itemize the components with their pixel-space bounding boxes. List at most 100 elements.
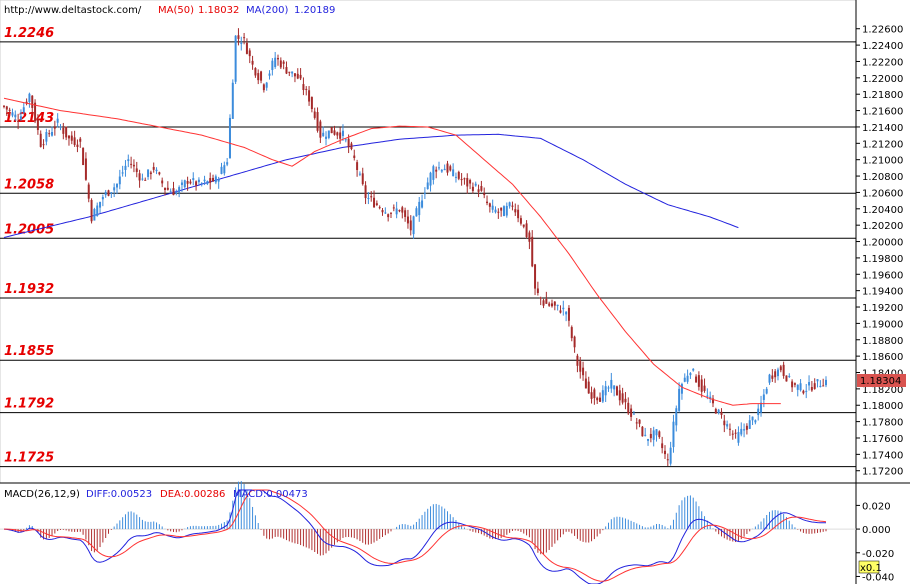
- candle-body: [115, 183, 118, 188]
- candle-body: [260, 71, 263, 81]
- candle-body: [228, 117, 231, 159]
- candle-body: [810, 387, 813, 391]
- candle-body: [14, 114, 17, 118]
- candle-body: [796, 384, 799, 390]
- macd-scale-badge: [858, 560, 880, 574]
- level-label: 1.2058: [4, 177, 54, 192]
- candle-body: [582, 367, 585, 376]
- ma200-line: [3, 133, 739, 238]
- candle-body: [460, 178, 463, 181]
- candle-body: [519, 218, 522, 224]
- candle-body: [282, 61, 285, 64]
- candle-body: [34, 102, 37, 122]
- candle-body: [678, 388, 681, 411]
- candle-body: [709, 396, 712, 399]
- candle-body: [45, 132, 48, 142]
- candle-body: [39, 133, 42, 147]
- candle-body: [254, 68, 257, 76]
- candle-body: [192, 178, 195, 181]
- candle-body: [816, 379, 819, 382]
- candle-body: [5, 106, 8, 110]
- candle-body: [542, 300, 545, 306]
- candle-body: [497, 211, 500, 213]
- candle-body: [124, 165, 127, 170]
- candle-body: [661, 443, 664, 449]
- source-url: http://www.deltastock.com/: [4, 5, 142, 16]
- candle-body: [361, 173, 364, 185]
- y-tick-label: 1.19800: [862, 254, 903, 265]
- candle-body: [404, 210, 407, 217]
- candlestick-series: [3, 28, 827, 467]
- candle-body: [118, 176, 121, 185]
- candle-body: [751, 416, 754, 421]
- candle-body: [141, 178, 144, 180]
- candle-body: [299, 74, 302, 79]
- candle-body: [666, 459, 669, 461]
- y-tick-label: 1.19600: [862, 270, 903, 281]
- candle-body: [110, 192, 113, 194]
- candle-body: [680, 383, 683, 394]
- candle-body: [237, 35, 240, 39]
- level-label: 1.2005: [4, 222, 54, 237]
- ma50-series: [3, 97, 781, 406]
- y-tick-label: 1.22400: [862, 41, 903, 52]
- candle-body: [675, 408, 678, 426]
- candle-body: [240, 42, 243, 44]
- candle-body: [446, 163, 449, 173]
- macd-title: MACD(26,12,9): [4, 489, 80, 500]
- candle-body: [175, 192, 178, 194]
- candle-body: [392, 207, 395, 209]
- y-tick-label: 1.21000: [862, 156, 903, 167]
- candle-body: [695, 376, 698, 383]
- candle-body: [683, 377, 686, 382]
- candle-body: [449, 166, 452, 171]
- candle-body: [325, 136, 328, 139]
- candle-body: [590, 392, 593, 399]
- candle-body: [265, 82, 268, 88]
- candle-body: [206, 181, 209, 185]
- candle-body: [584, 378, 587, 389]
- candle-body: [726, 424, 729, 427]
- candle-body: [559, 310, 562, 313]
- candle-body: [401, 207, 404, 213]
- y-tick-label: 1.17200: [862, 467, 903, 478]
- candle-body: [155, 169, 158, 172]
- candle-body: [635, 422, 638, 424]
- candle-body: [169, 191, 172, 193]
- candle-body: [632, 413, 635, 415]
- candle-body: [353, 155, 356, 158]
- candle-body: [53, 127, 56, 129]
- candle-body: [330, 127, 333, 134]
- candle-body: [138, 173, 141, 181]
- candle-body: [51, 131, 54, 136]
- candle-body: [223, 165, 226, 174]
- candle-body: [327, 130, 330, 138]
- candle-body: [147, 169, 150, 177]
- candle-body: [161, 180, 164, 184]
- candle-body: [268, 73, 271, 76]
- candle-body: [245, 42, 248, 54]
- candle-body: [387, 214, 390, 218]
- ma200-series: [3, 133, 739, 238]
- candle-body: [121, 172, 124, 174]
- candle-body: [669, 447, 672, 464]
- candle-body: [819, 385, 822, 387]
- candle-body: [740, 428, 743, 435]
- candle-body: [200, 183, 203, 185]
- candle-body: [601, 390, 604, 402]
- candle-body: [25, 101, 28, 104]
- candle-body: [734, 432, 737, 434]
- candle-body: [469, 180, 472, 184]
- candle-body: [84, 158, 87, 180]
- candle-body: [505, 205, 508, 216]
- candle-body: [212, 177, 215, 182]
- candle-body: [615, 386, 618, 396]
- candle-body: [90, 199, 93, 222]
- candle-body: [802, 390, 805, 394]
- candle-body: [471, 186, 474, 191]
- candle-body: [243, 37, 246, 39]
- candle-body: [432, 166, 435, 180]
- y-tick-label: 1.18600: [862, 352, 903, 363]
- candle-body: [514, 209, 517, 213]
- candle-body: [99, 201, 102, 208]
